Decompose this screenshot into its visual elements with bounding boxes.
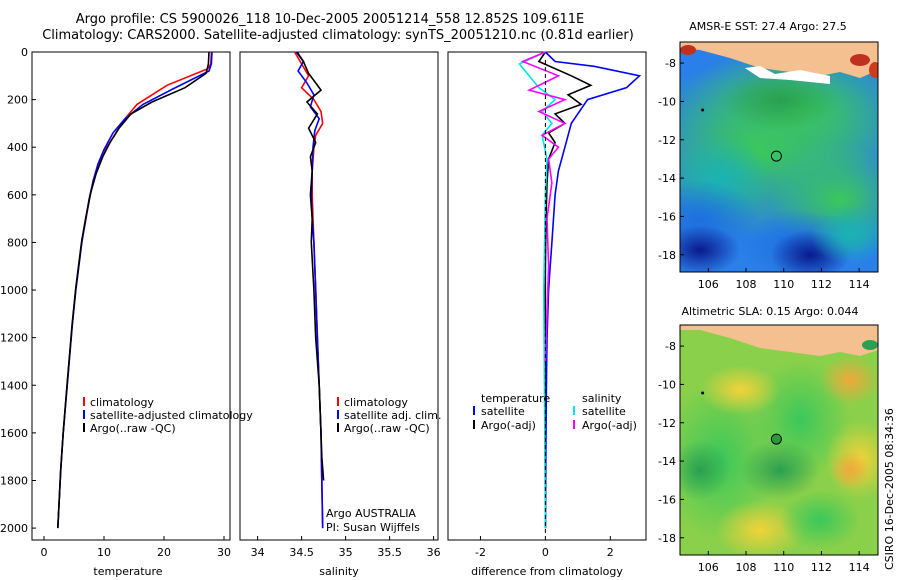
temperature-legend: climatology satellite-adjusted climatolo…	[84, 396, 253, 435]
island-marker	[701, 392, 704, 395]
x-tick-label: 35.5	[377, 546, 402, 559]
y-tick-label: -16	[658, 493, 676, 506]
y-tick-label: 1600	[0, 427, 28, 440]
y-tick-label: -18	[658, 249, 676, 262]
annotation-pi: PI: Susan Wijffels	[326, 521, 420, 534]
x-tick-label: 114	[849, 561, 870, 574]
x-tick-label: 112	[811, 561, 832, 574]
legend-header-salinity: salinity	[582, 392, 622, 405]
sst-map-panel: AMSR-E SST: 27.4 Argo: 27.5 106 108 110 112…	[620, 20, 900, 291]
y-tick-label: 2000	[0, 522, 28, 535]
legend-label-temp-argo: Argo(-adj)	[481, 419, 536, 432]
series-line	[519, 52, 555, 528]
y-tick-label: 1800	[0, 474, 28, 487]
figure-title-line2: Climatology: CARS2000. Satellite-adjuste…	[42, 28, 634, 43]
y-tick-label: 400	[7, 141, 28, 154]
difference-series	[519, 52, 639, 535]
x-tick-label: 34.5	[289, 546, 314, 559]
y-tick-label: -8	[665, 340, 676, 353]
salinity-series	[295, 52, 324, 528]
salinity-xlabel: salinity	[319, 565, 359, 578]
x-tick-label: 0	[542, 546, 549, 559]
series-line	[295, 52, 323, 528]
y-tick-label: -12	[658, 134, 676, 147]
temperature-series	[58, 52, 212, 528]
sla-map-title: Altimetric SLA: 0.15 Argo: 0.044	[681, 305, 858, 318]
x-tick-label: 108	[736, 561, 757, 574]
x-tick-label: 112	[811, 278, 832, 291]
x-tick-label: 110	[773, 278, 794, 291]
x-tick-label: 30	[217, 546, 231, 559]
y-tick-label: -14	[658, 455, 676, 468]
x-tick-label: 34	[251, 546, 265, 559]
x-tick-label: 36	[427, 546, 441, 559]
figure-title-line1: Argo profile: CS 5900026_118 10-Dec-2005…	[76, 12, 584, 27]
x-tick-label: 2	[607, 546, 614, 559]
y-tick-label: 1200	[0, 332, 28, 345]
y-tick-label: 1000	[0, 284, 28, 297]
y-tick-label: -12	[658, 417, 676, 430]
series-line	[58, 52, 209, 528]
salinity-ticks: 34 34.5 35 35.5 36	[251, 536, 441, 559]
legend-label-satellite: satellite-adjusted climatology	[90, 409, 253, 422]
y-tick-label: 800	[7, 236, 28, 249]
legend-label-satellite: satellite adj. clim.	[344, 409, 441, 422]
legend-label-climatology: climatology	[344, 396, 408, 409]
y-tick-label: 1400	[0, 379, 28, 392]
y-tick-label: -14	[658, 172, 676, 185]
x-tick-label: 20	[157, 546, 171, 559]
y-tick-label: -8	[665, 57, 676, 70]
difference-xlabel: difference from climatology	[471, 565, 623, 578]
y-tick-label: -16	[658, 210, 676, 223]
series-line	[58, 52, 212, 528]
sla-map-panel: Altimetric SLA: 0.15 Argo: 0.044 106 108 1…	[658, 305, 895, 574]
series-line	[58, 52, 212, 528]
x-tick-label: 108	[736, 278, 757, 291]
y-tick-label: 0	[21, 46, 28, 59]
salinity-axes-frame	[240, 52, 438, 540]
legend-label-argo: Argo(..raw -QC)	[90, 422, 176, 435]
temperature-xlabel: temperature	[93, 565, 162, 578]
argo-figure: Argo profile: CS 5900026_118 10-Dec-2005…	[0, 0, 900, 580]
salinity-legend: climatology satellite adj. clim. Argo(..…	[338, 396, 441, 435]
x-tick-label: 110	[773, 561, 794, 574]
temperature-ticks: 0 10 20 30 0 200 400 600 800 1000 1200 1400 1600 1800…	[0, 46, 231, 559]
y-tick-label: -10	[658, 378, 676, 391]
legend-label-temp-satellite: satellite	[481, 405, 525, 418]
series-line	[296, 52, 322, 528]
x-tick-label: 114	[849, 278, 870, 291]
difference-legend: temperature salinity satellite Argo(-adj…	[474, 392, 637, 432]
series-line	[545, 52, 639, 528]
y-tick-label: -10	[658, 95, 676, 108]
x-tick-label: 35	[339, 546, 353, 559]
island-marker	[701, 109, 704, 112]
side-label: CSIRO 16-Dec-2005 08:34:36	[883, 408, 896, 570]
legend-label-sal-argo: Argo(-adj)	[582, 419, 637, 432]
legend-header-temperature: temperature	[481, 392, 550, 405]
x-tick-label: 106	[698, 278, 719, 291]
difference-panel: -2 0 2 difference from climatology tempera…	[448, 52, 646, 578]
legend-label-sal-satellite: satellite	[582, 405, 626, 418]
legend-label-climatology: climatology	[90, 396, 154, 409]
x-tick-label: 0	[41, 546, 48, 559]
legend-label-argo: Argo(..raw -QC)	[344, 422, 430, 435]
series-line	[297, 52, 323, 481]
annotation-argo-australia: Argo AUSTRALIA	[326, 507, 416, 520]
y-tick-label: 200	[7, 94, 28, 107]
salinity-panel: 34 34.5 35 35.5 36 salinity climatology sate…	[240, 52, 441, 578]
difference-ticks: -2 0 2	[475, 536, 614, 559]
x-tick-label: -2	[475, 546, 486, 559]
y-tick-label: 600	[7, 189, 28, 202]
sst-map-field	[620, 40, 900, 280]
x-tick-label: 106	[698, 561, 719, 574]
argo-float-marker	[771, 434, 781, 444]
temperature-panel: 0 10 20 30 0 200 400 600 800 1000 1200 1400 1600 1800…	[0, 46, 253, 578]
y-tick-label: -18	[658, 532, 676, 545]
x-tick-label: 10	[97, 546, 111, 559]
sst-map-title: AMSR-E SST: 27.4 Argo: 27.5	[689, 20, 847, 33]
